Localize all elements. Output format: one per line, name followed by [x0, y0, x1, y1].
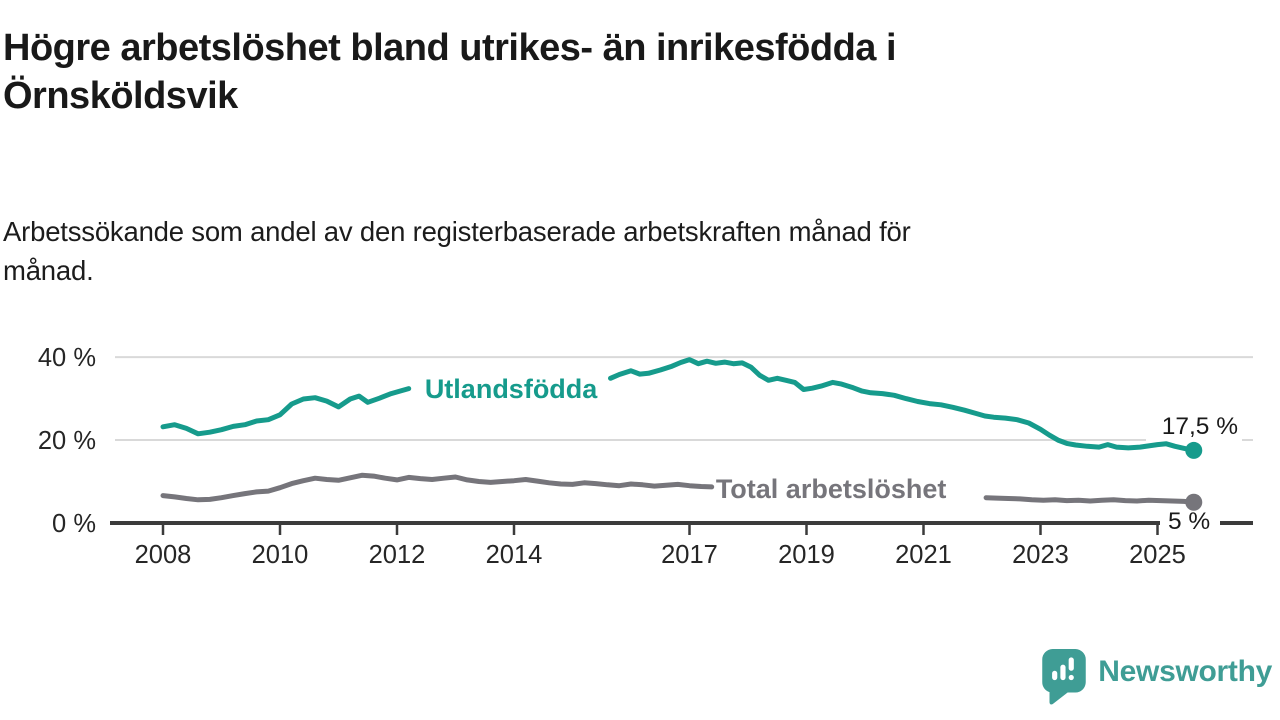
series-line-utlandsf-dda — [160, 386, 412, 437]
end-value-label: 17,5 % — [1162, 413, 1238, 440]
series-line-utlandsf-dda — [608, 357, 1197, 453]
x-tick-label: 2014 — [486, 541, 543, 569]
x-tick-label: 2023 — [1012, 541, 1069, 569]
x-tick-label: 2017 — [661, 541, 718, 569]
x-tick-label: 2012 — [369, 541, 426, 569]
series-line-total-arbetsl-shet — [160, 472, 715, 503]
chart-subtitle-line2: månad. — [3, 255, 94, 287]
x-tick-label: 2025 — [1129, 541, 1186, 569]
end-value-label: 5 % — [1168, 508, 1210, 535]
chart-subtitle-line1: Arbetssökande som andel av den registerb… — [3, 216, 911, 247]
newsworthy-logo-text: Newsworthy — [1098, 655, 1272, 688]
end-label-halo — [1146, 409, 1242, 443]
newsworthy-logo: Newsworthy — [1041, 648, 1272, 706]
chart-subtitle: Arbetssökande som andel av den registerb… — [3, 212, 1193, 290]
x-tick-label: 2010 — [252, 541, 309, 569]
chart-title: Högre arbetslöshet bland utrikes- än inr… — [3, 24, 1203, 121]
newsworthy-bars-icon — [1042, 649, 1087, 705]
series-end-dot — [1185, 493, 1203, 511]
y-tick-label: 20 % — [38, 427, 96, 455]
series-line-total-arbetsl-shet — [983, 495, 1197, 505]
series-inline-label: Utlandsfödda — [425, 374, 598, 404]
y-tick-label: 40 % — [38, 344, 96, 372]
x-tick-label: 2008 — [135, 541, 192, 569]
x-tick-label: 2019 — [778, 541, 835, 569]
end-label-halo — [1160, 507, 1220, 533]
y-tick-label: 0 % — [52, 510, 96, 538]
series-inline-label: Total arbetslöshet — [716, 474, 947, 504]
chart-title-line1: Högre arbetslöshet bland utrikes- än inr… — [3, 27, 897, 69]
chart-title-line2: Örnsköldsvik — [3, 75, 238, 118]
series-end-dot — [1185, 441, 1203, 459]
x-tick-label: 2021 — [895, 541, 952, 569]
